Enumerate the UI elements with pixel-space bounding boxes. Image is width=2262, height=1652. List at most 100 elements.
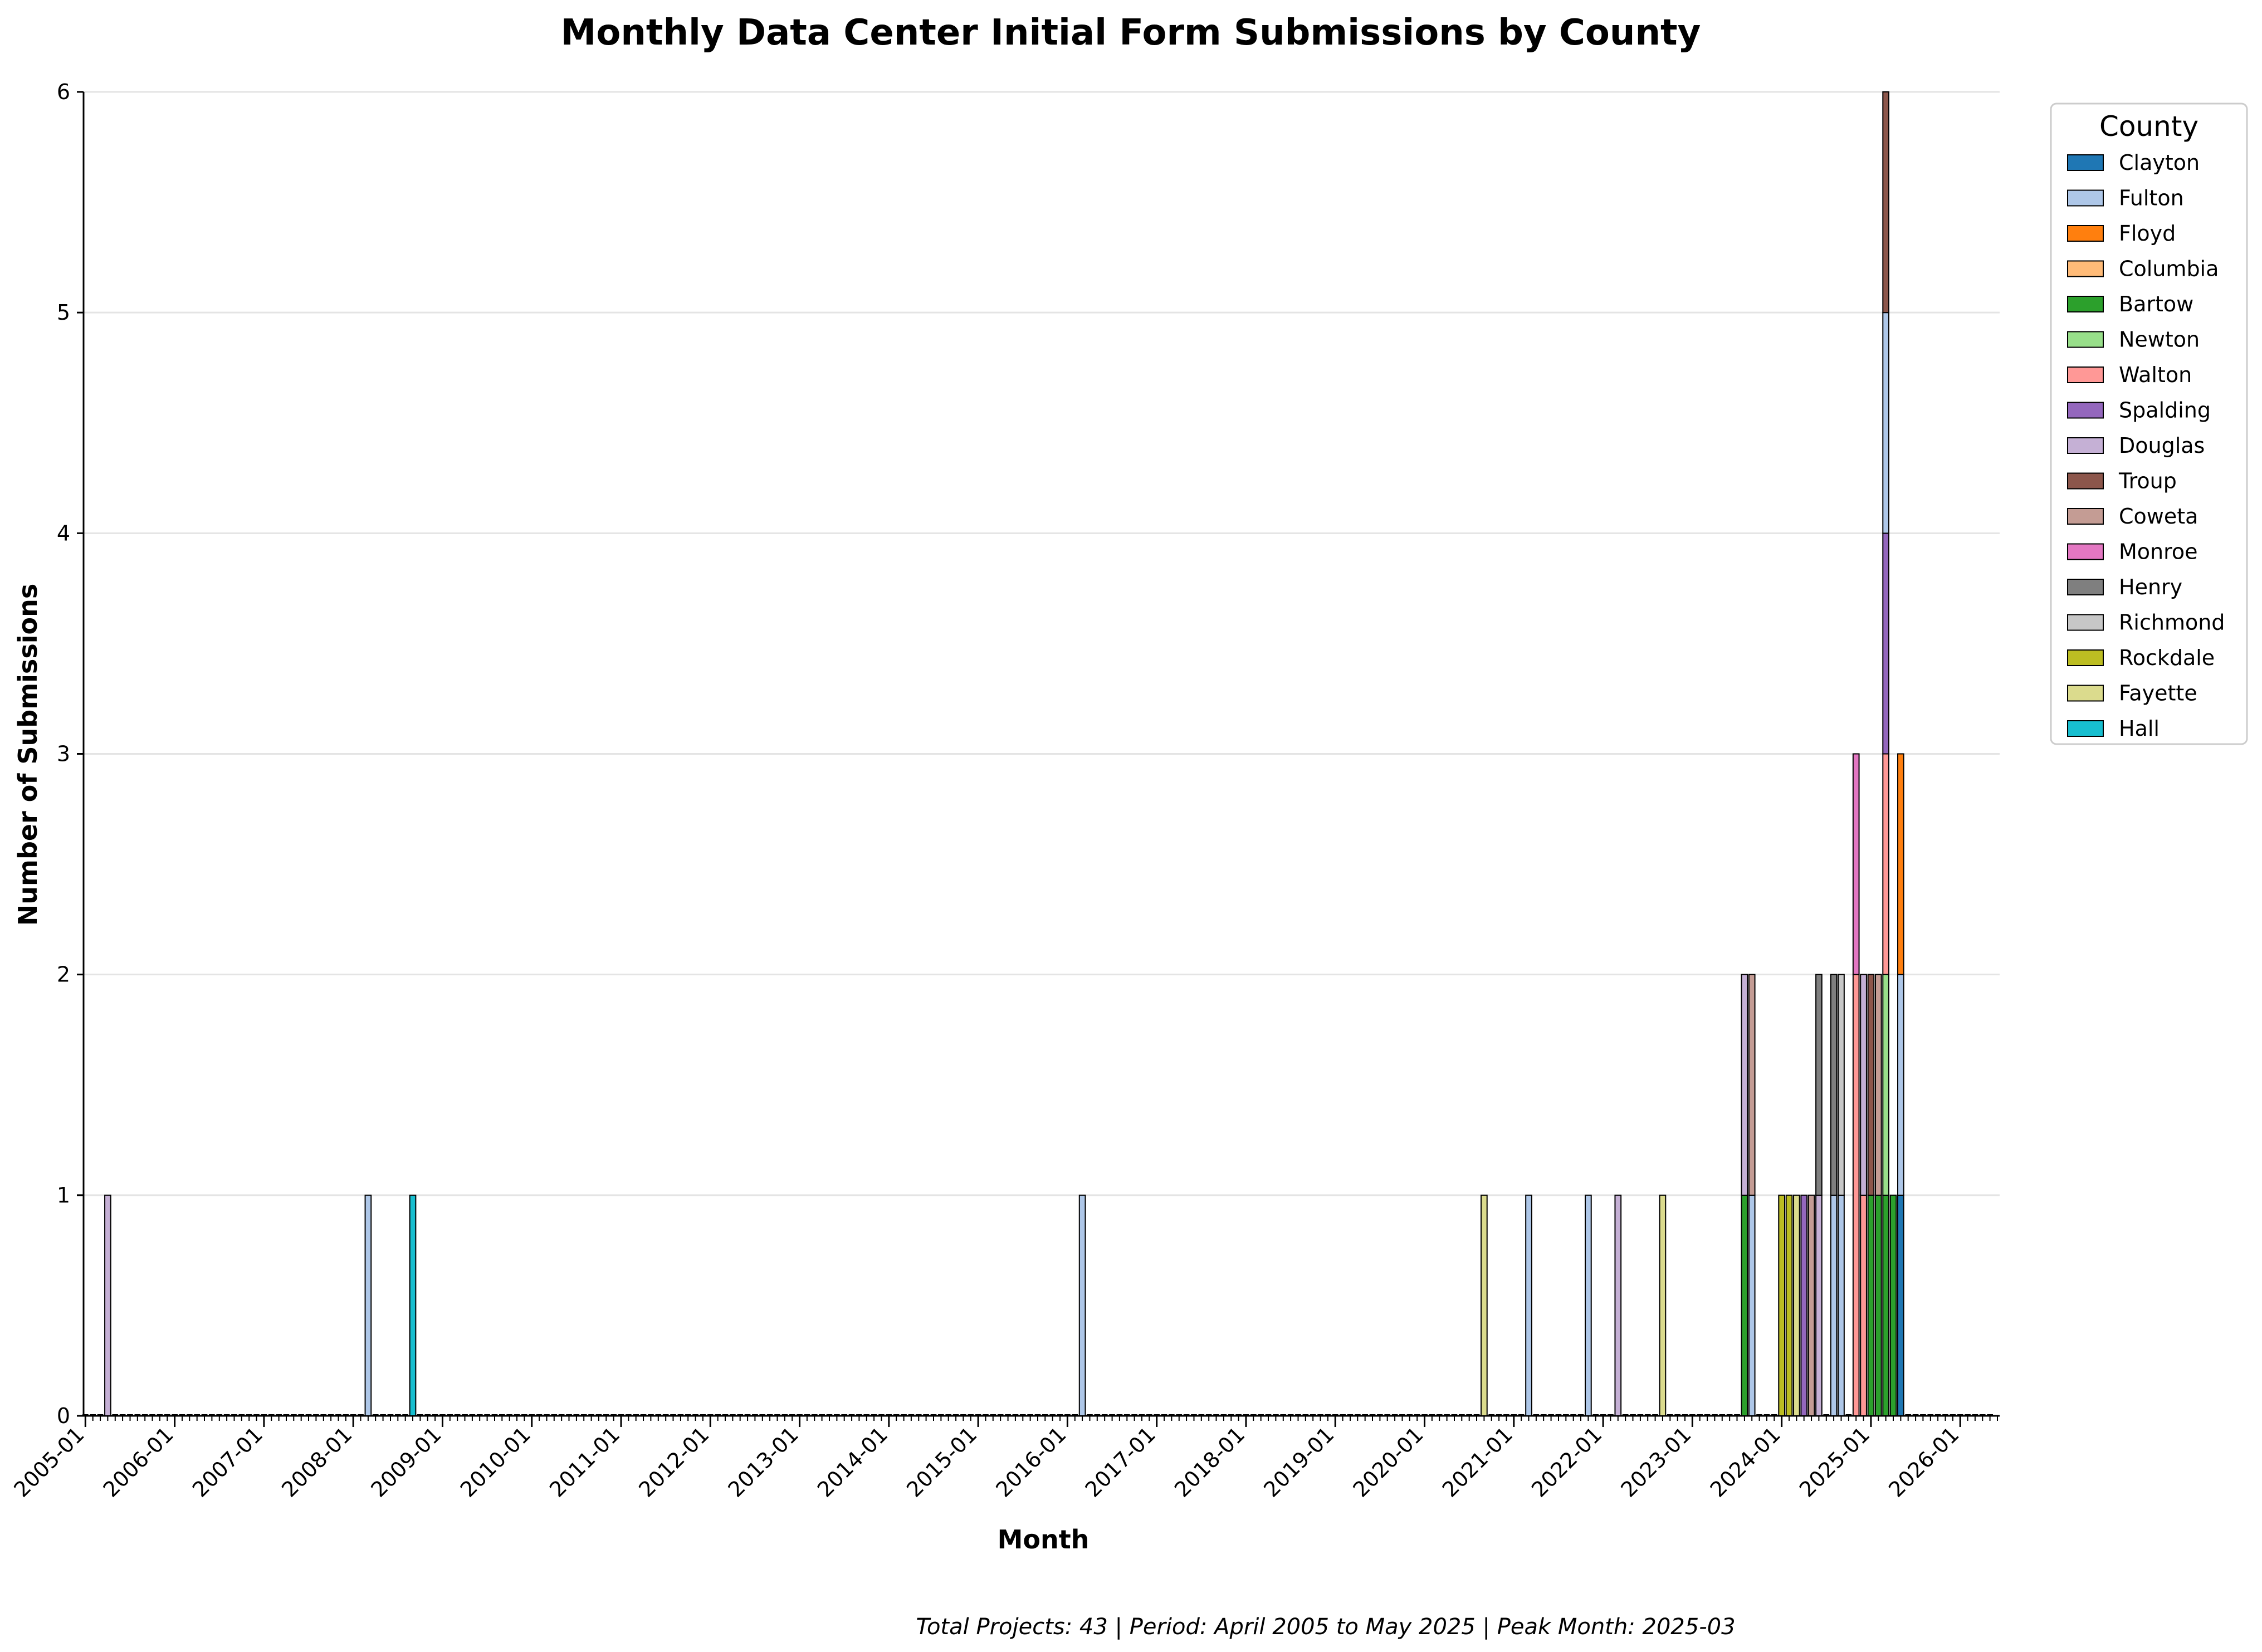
bar-segment-2022-09-fayette	[1659, 1194, 1667, 1417]
legend-label-newton: Newton	[2119, 328, 2200, 352]
chart-title: Monthly Data Center Initial Form Submiss…	[561, 12, 1701, 53]
footer-note: Total Projects: 43 | Period: April 2005 …	[916, 1614, 1735, 1640]
legend-items: Clayton Fulton Floyd Columbia Bartow Newton Wa…	[2067, 150, 2225, 741]
bar-segment-2024-06-henry	[1815, 974, 1823, 1196]
bar-segment-2025-05-fulton	[1897, 974, 1904, 1196]
bar-segment-2025-03-bartow	[1882, 1194, 1889, 1417]
legend-swatch-troup	[2067, 472, 2104, 490]
y-tick-label: 1	[57, 1183, 70, 1208]
bar-segment-2023-08-bartow	[1741, 1194, 1748, 1417]
x-tick-label: 2016-01	[991, 1422, 1071, 1502]
y-axis-label: Number of Submissions	[13, 584, 43, 926]
x-tick-label: 2009-01	[366, 1422, 446, 1502]
legend-swatch-newton	[2067, 331, 2104, 348]
bar-segment-2024-04-spalding	[1800, 1194, 1808, 1417]
bar-segment-2024-01-rockdale	[1778, 1194, 1786, 1417]
x-tick-label: 2007-01	[188, 1422, 267, 1502]
x-tick-label: 2006-01	[99, 1422, 178, 1502]
bar-segment-2025-05-floyd	[1897, 753, 1904, 975]
legend-label-richmond: Richmond	[2119, 610, 2225, 635]
legend: County Clayton Fulton Floyd Columbia Bartow N…	[2050, 102, 2248, 745]
bar-segment-2008-09-hall	[409, 1194, 417, 1417]
x-tick-label: 2024-01	[1706, 1422, 1785, 1502]
ticks: 0 1 2 3 4 5 6 2005-01 2006-01 2007-01 2008-01 2009-…	[9, 80, 1998, 1502]
bar-segment-2024-11-monroe	[1852, 753, 1860, 975]
bar-segment-2024-08-henry	[1830, 974, 1838, 1196]
legend-swatch-columbia	[2067, 260, 2104, 277]
legend-title: County	[2099, 110, 2199, 143]
legend-swatch-fayette	[2067, 685, 2104, 702]
legend-label-troup: Troup	[2118, 469, 2177, 493]
bar-segment-2022-03-douglas	[1614, 1194, 1622, 1417]
legend-swatch-monroe	[2067, 543, 2104, 560]
bar-segment-2024-12-walton	[1860, 1194, 1867, 1417]
bar-segment-2025-05-clayton	[1897, 1194, 1904, 1417]
legend-swatch-richmond	[2067, 614, 2104, 631]
legend-swatch-douglas	[2067, 437, 2104, 454]
legend-label-coweta: Coweta	[2119, 504, 2198, 529]
x-tick-label: 2005-01	[9, 1422, 89, 1502]
bar-segment-2025-01-troup	[1867, 974, 1875, 1196]
x-tick-label: 2015-01	[902, 1422, 981, 1502]
legend-label-clayton: Clayton	[2119, 150, 2200, 175]
y-tick-label: 6	[57, 80, 70, 104]
legend-swatch-spalding	[2067, 402, 2104, 419]
y-tick-label: 2	[57, 962, 70, 987]
x-tick-label: 2008-01	[277, 1422, 356, 1502]
bar-segment-2024-08-fulton	[1830, 1194, 1838, 1417]
bar-segment-2025-03-walton	[1882, 753, 1889, 975]
y-tick-label: 3	[57, 742, 70, 766]
y-tick-label: 0	[57, 1404, 70, 1428]
x-tick-label: 2012-01	[634, 1422, 714, 1502]
x-tick-label: 2014-01	[813, 1422, 892, 1502]
bar-segment-2016-03-fulton	[1078, 1194, 1086, 1417]
legend-label-henry: Henry	[2119, 575, 2182, 599]
legend-swatch-henry	[2067, 579, 2104, 595]
bar-segment-2024-06-douglas	[1815, 1194, 1823, 1417]
bar-segment-2008-03-fulton	[364, 1194, 372, 1417]
legend-label-fayette: Fayette	[2119, 681, 2197, 706]
x-tick-label: 2011-01	[545, 1422, 624, 1502]
legend-swatch-bartow	[2067, 296, 2104, 312]
legend-swatch-clayton	[2067, 154, 2104, 171]
y-tick-label: 5	[57, 300, 70, 325]
bar-segment-2024-05-coweta	[1807, 1194, 1815, 1417]
legend-label-spalding: Spalding	[2119, 398, 2211, 423]
legend-swatch-fulton	[2067, 189, 2104, 207]
legend-swatch-hall	[2067, 720, 2104, 737]
bar-segment-2025-03-troup	[1882, 91, 1889, 314]
legend-swatch-floyd	[2067, 225, 2104, 242]
bar-segment-2020-09-fayette	[1481, 1194, 1488, 1417]
x-tick-label: 2025-01	[1795, 1422, 1874, 1502]
bar-segment-2025-03-fulton	[1882, 312, 1889, 534]
bar-segment-2021-03-fulton	[1525, 1194, 1532, 1417]
bar-segment-2023-09-fulton	[1748, 1194, 1756, 1417]
gridlines	[84, 91, 2000, 1196]
x-tick-label: 2021-01	[1438, 1422, 1517, 1502]
legend-label-walton: Walton	[2119, 363, 2192, 387]
legend-label-fulton: Fulton	[2119, 186, 2184, 211]
x-tick-label: 2019-01	[1259, 1422, 1338, 1502]
bar-segment-2024-02-rockdale	[1785, 1194, 1793, 1417]
legend-label-rockdale: Rockdale	[2119, 646, 2215, 670]
bar-segment-2025-02-bartow	[1874, 1194, 1882, 1417]
bar-segment-2023-09-coweta	[1748, 974, 1756, 1196]
legend-label-floyd: Floyd	[2119, 221, 2176, 246]
bar-segment-2024-11-walton	[1852, 974, 1860, 1417]
x-tick-label: 2018-01	[1170, 1422, 1249, 1502]
bar-segment-2024-09-richmond	[1838, 974, 1845, 1196]
x-tick-label: 2023-01	[1616, 1422, 1696, 1502]
bar-segment-2025-03-spalding	[1882, 532, 1889, 755]
bar-segment-2025-03-newton	[1882, 974, 1889, 1196]
legend-label-columbia: Columbia	[2119, 257, 2219, 281]
y-tick-label: 4	[57, 521, 70, 545]
bar-segment-2024-03-fayette	[1793, 1194, 1800, 1417]
x-tick-label: 2013-01	[724, 1422, 803, 1502]
x-tick-label: 2010-01	[456, 1422, 535, 1502]
legend-label-hall: Hall	[2119, 716, 2160, 741]
legend-label-bartow: Bartow	[2119, 292, 2193, 316]
bar-segment-2024-09-fulton	[1838, 1194, 1845, 1417]
legend-label-douglas: Douglas	[2119, 433, 2205, 458]
bar-segment-2025-01-bartow	[1867, 1194, 1875, 1417]
